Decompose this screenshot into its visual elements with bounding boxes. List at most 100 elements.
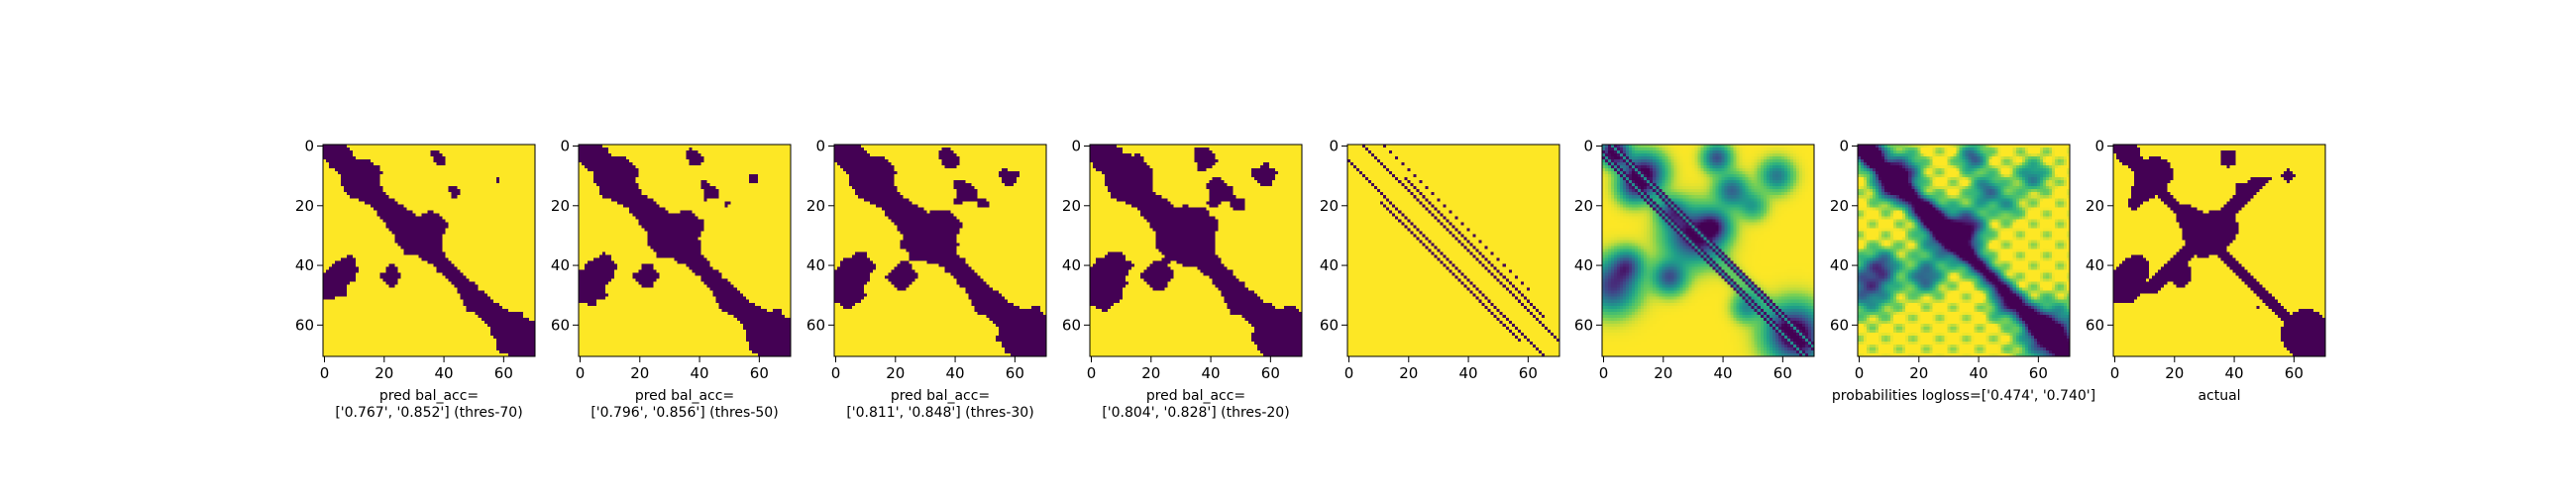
heatmap-cell [427, 267, 430, 270]
heatmap-cell [517, 177, 520, 180]
heatmap-cell [368, 174, 371, 177]
heatmap-cell [371, 148, 374, 150]
heatmap-cell [443, 264, 446, 267]
heatmap-cell [508, 156, 511, 159]
heatmap-cell [526, 159, 529, 162]
heatmap-cell [526, 150, 529, 153]
heatmap-cell [362, 228, 365, 231]
heatmap-cell [371, 150, 374, 153]
heatmap-cell [391, 148, 394, 150]
heatmap-cell [505, 148, 508, 150]
heatmap-cell [499, 222, 502, 225]
heatmap-cell [514, 267, 517, 270]
heatmap-cell [359, 192, 362, 195]
heatmap-cell [356, 270, 359, 273]
heatmap-cell [394, 264, 397, 267]
heatmap-cell [514, 150, 517, 153]
heatmap-cell [379, 150, 382, 153]
heatmap-cell [523, 207, 526, 210]
heatmap-cell [338, 177, 341, 180]
heatmap-cell [496, 267, 499, 270]
heatmap-cell [529, 174, 532, 177]
heatmap-cell [382, 174, 385, 177]
heatmap-cell [440, 216, 443, 219]
heatmap-cell [508, 186, 511, 189]
heatmap-cell [476, 267, 479, 270]
heatmap-cell [431, 248, 434, 251]
heatmap-cell [359, 153, 362, 156]
heatmap-cell [368, 177, 371, 180]
heatmap-cell [344, 171, 347, 174]
heatmap-cell [523, 186, 526, 189]
heatmap-cell [409, 225, 412, 228]
heatmap-cell [376, 159, 379, 162]
heatmap-cell [326, 162, 329, 165]
heatmap-cell [443, 186, 446, 189]
heatmap-cell [479, 246, 482, 248]
heatmap-cell [496, 192, 499, 195]
heatmap-cell [508, 148, 511, 150]
heatmap-cell [344, 186, 347, 189]
heatmap-cell [368, 186, 371, 189]
heatmap-cell [347, 192, 350, 195]
heatmap-cell [449, 189, 452, 192]
heatmap-cell [476, 180, 479, 183]
heatmap-cell [434, 148, 437, 150]
heatmap-cell [502, 240, 505, 243]
heatmap-cell [421, 246, 424, 248]
heatmap-cell [347, 246, 350, 248]
heatmap-cell [388, 189, 391, 192]
heatmap-cell [455, 255, 458, 258]
heatmap-cell [443, 171, 446, 174]
heatmap-cell [362, 183, 365, 186]
heatmap-cell [443, 222, 446, 225]
heatmap-cell [452, 183, 455, 186]
heatmap-cell [362, 225, 365, 228]
heatmap-cell [502, 201, 505, 204]
heatmap-cell [415, 210, 418, 213]
heatmap-cell [476, 156, 479, 159]
heatmap-cell [353, 189, 356, 192]
heatmap-cell [353, 204, 356, 207]
heatmap-cell [526, 225, 529, 228]
heatmap-cell [376, 162, 379, 165]
heatmap-cell [461, 204, 464, 207]
heatmap-cell [517, 228, 520, 231]
heatmap-cell [418, 156, 421, 159]
heatmap-cell [479, 195, 482, 198]
heatmap-cell [368, 198, 371, 201]
heatmap-cell [529, 177, 532, 180]
heatmap-cell [529, 210, 532, 213]
heatmap-cell [382, 246, 385, 248]
heatmap-cell [329, 267, 332, 270]
heatmap-cell [374, 183, 376, 186]
heatmap-cell [412, 255, 415, 258]
heatmap-cell [452, 225, 455, 228]
heatmap-cell [443, 252, 446, 255]
heatmap-cell [406, 216, 409, 219]
heatmap-cell [409, 183, 412, 186]
heatmap-cell [452, 174, 455, 177]
heatmap-cell [449, 177, 452, 180]
heatmap-cell [467, 240, 470, 243]
heatmap-cell [335, 189, 338, 192]
heatmap-cell [371, 246, 374, 248]
heatmap-cell [496, 204, 499, 207]
heatmap-cell [502, 148, 505, 150]
heatmap-cell [353, 248, 356, 251]
heatmap-cell [449, 165, 452, 168]
heatmap-cell [365, 168, 368, 171]
heatmap-cell [412, 171, 415, 174]
heatmap-cell [427, 198, 430, 201]
heatmap-cell [520, 243, 523, 246]
heatmap-cell [473, 258, 476, 261]
heatmap-cell [329, 270, 332, 273]
heatmap-cell [347, 255, 350, 258]
heatmap-cell [400, 153, 403, 156]
heatmap-cell [499, 267, 502, 270]
heatmap-cell [362, 246, 365, 248]
heatmap-cell [394, 213, 397, 216]
heatmap-cell [482, 162, 484, 165]
heatmap-cell [446, 246, 449, 248]
heatmap-cell [455, 216, 458, 219]
